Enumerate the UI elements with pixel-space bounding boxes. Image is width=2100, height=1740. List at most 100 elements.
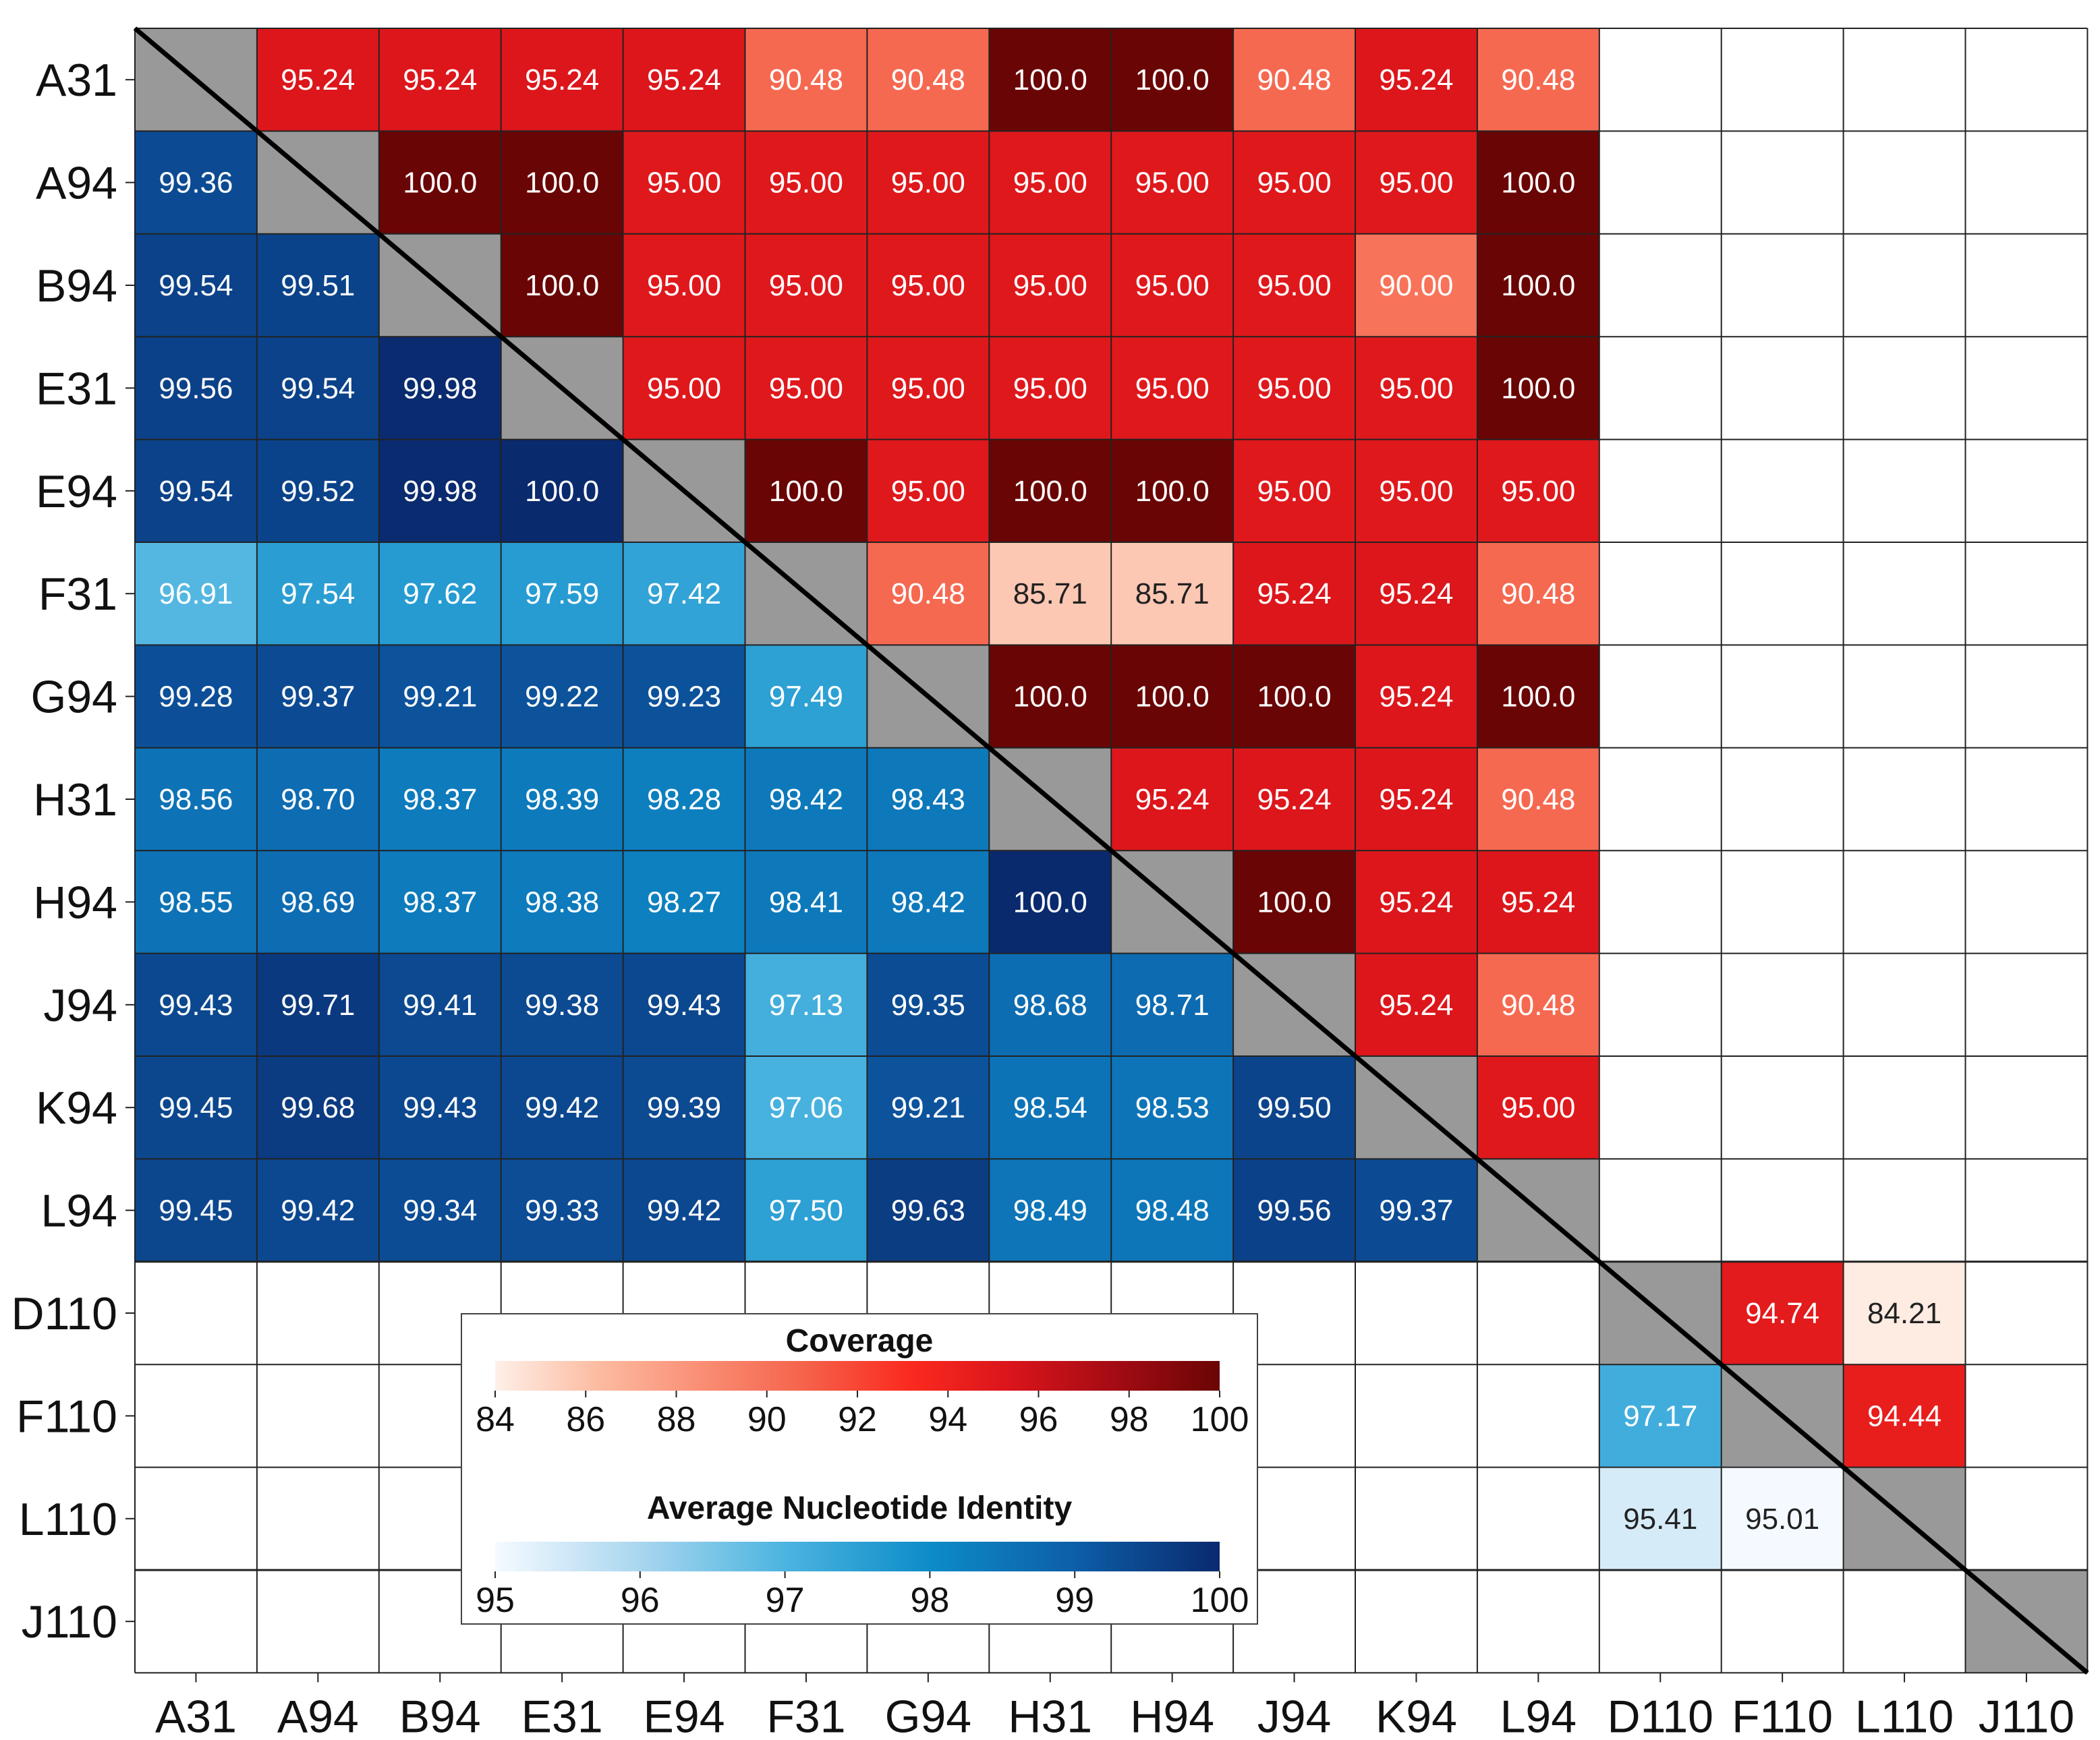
coverage-colorbar — [495, 1361, 1220, 1391]
cell-value-label: 99.56 — [1257, 1194, 1331, 1227]
cell-value-label: 95.24 — [1379, 63, 1453, 96]
cell-value-label: 98.37 — [403, 783, 477, 816]
ani-cell-L94-H31 — [989, 1159, 1112, 1262]
legend-tick-label: 86 — [566, 1400, 605, 1439]
cell-value-label: 99.43 — [403, 1091, 477, 1124]
cell-value-label: 98.28 — [647, 783, 721, 816]
coverage-cell-A94-H94 — [1111, 131, 1234, 234]
coverage-cell-F31-L94 — [1477, 542, 1599, 645]
cell-value-label: 100.0 — [525, 269, 599, 302]
coverage-cell-E94-L94 — [1477, 439, 1599, 542]
ani-cell-J94-H31 — [989, 953, 1112, 1056]
cell-value-label: 97.06 — [769, 1091, 843, 1124]
legend-tick-label: 97 — [766, 1581, 805, 1620]
legend-tick-label: 92 — [838, 1400, 877, 1439]
coverage-cell-E94-G94 — [867, 439, 990, 542]
legend-tick-label: 100 — [1191, 1400, 1249, 1439]
x-tick-label: F110 — [1732, 1691, 1833, 1740]
cell-value-label: 95.00 — [1379, 372, 1453, 405]
x-tick-label: G94 — [885, 1691, 972, 1740]
coverage-cell-A94-F31 — [745, 131, 868, 234]
coverage-cell-F31-H94 — [1111, 542, 1234, 645]
coverage-cell-A31-K94 — [1355, 28, 1477, 132]
coverage-cell-D110-F110 — [1721, 1261, 1844, 1365]
cell-value-label: 95.00 — [769, 372, 843, 405]
x-axis: A31 A94 B94 E31 E94 F31 G94 H31 H94 J94 K94 L94 D110… — [155, 1673, 2074, 1740]
cell-value-label: 95.00 — [891, 167, 965, 200]
cell-value-label: 98.70 — [281, 783, 355, 816]
y-tick-label: K94 — [36, 1082, 117, 1134]
cell-value-label: 99.45 — [159, 1091, 233, 1124]
cell-value-label: 100.0 — [1501, 372, 1575, 405]
cell-value-label: 100.0 — [525, 167, 599, 200]
cell-value-label: 94.74 — [1745, 1297, 1819, 1330]
cell-value-label: 99.35 — [891, 989, 965, 1022]
legend-tick-label: 96 — [1019, 1400, 1058, 1439]
cell-value-label: 99.52 — [281, 475, 355, 508]
cell-value-label: 99.42 — [525, 1091, 599, 1124]
ani-cell-H31-E94 — [623, 747, 745, 851]
coverage-cell-J94-K94 — [1355, 953, 1477, 1056]
cell-value-label: 98.27 — [647, 886, 721, 919]
ani-cell-F110-D110 — [1599, 1364, 1722, 1468]
cell-value-label: 98.43 — [891, 783, 965, 816]
cell-value-label: 97.59 — [525, 577, 599, 610]
coverage-cell-H94-K94 — [1355, 850, 1477, 954]
ani-cell-F31-A94 — [256, 542, 379, 645]
y-tick-label: D110 — [11, 1288, 117, 1339]
cell-value-label: 95.00 — [1257, 167, 1331, 200]
cell-value-label: 95.00 — [1379, 167, 1453, 200]
cell-value-label: 95.24 — [1379, 577, 1453, 610]
ani-cell-K94-G94 — [867, 1056, 990, 1159]
ani-cell-H94-E94 — [623, 850, 745, 954]
x-tick-label: J110 — [1979, 1691, 2074, 1740]
ani-cell-E94-B94 — [378, 439, 501, 542]
ani-cell-F31-A31 — [135, 542, 257, 645]
x-tick-label: E31 — [521, 1691, 603, 1740]
cell-value-label: 100.0 — [1013, 680, 1087, 714]
x-tick-label: A94 — [277, 1691, 359, 1740]
cell-value-label: 90.48 — [1501, 989, 1575, 1022]
legend-box — [461, 1313, 1258, 1625]
cell-value-label: 90.48 — [1501, 783, 1575, 816]
coverage-cell-A31-F31 — [745, 28, 868, 132]
y-tick-label: B94 — [36, 260, 117, 312]
cell-value-label: 90.48 — [891, 577, 965, 610]
cell-value-label: 99.54 — [159, 269, 233, 302]
diagonal-line — [133, 26, 2089, 1675]
ani-cell-K94-A31 — [135, 1056, 257, 1159]
ani-cell-L94-B94 — [378, 1159, 501, 1262]
coverage-cell-B94-K94 — [1355, 233, 1477, 337]
cell-value-label: 95.00 — [891, 475, 965, 508]
coverage-cell-B94-H31 — [989, 233, 1112, 337]
y-tick-label: A94 — [36, 158, 117, 209]
cell-value-label: 95.24 — [281, 63, 355, 96]
ani-cell-G94-E31 — [501, 645, 623, 748]
cell-value-label: 95.00 — [647, 167, 721, 200]
coverage-cell-A31-L94 — [1477, 28, 1599, 132]
coverage-cell-E31-J94 — [1233, 337, 1355, 440]
cell-value-label: 99.28 — [159, 680, 233, 714]
cell-value-label: 99.36 — [159, 167, 233, 200]
coverage-cell-H31-J94 — [1233, 747, 1355, 851]
cell-value-label: 98.71 — [1135, 989, 1210, 1022]
cell-value-label: 90.48 — [1257, 63, 1331, 96]
cell-value-label: 99.54 — [159, 475, 233, 508]
coverage-cell-A31-G94 — [867, 28, 990, 132]
y-tick-label: H31 — [33, 774, 117, 825]
cell-value-label: 95.00 — [1257, 372, 1331, 405]
cell-value-label: 98.38 — [525, 886, 599, 919]
coverage-cell-G94-H31 — [989, 645, 1112, 748]
ani-cell-H31-A31 — [135, 747, 257, 851]
cell-value-label: 95.00 — [769, 269, 843, 302]
cell-value-label: 95.24 — [1257, 577, 1331, 610]
cell-value-label: 99.56 — [159, 372, 233, 405]
cell-value-label: 99.42 — [647, 1194, 721, 1227]
x-tick-label: J94 — [1257, 1691, 1332, 1740]
cell-value-label: 95.00 — [1013, 167, 1087, 200]
coverage-cell-B94-G94 — [867, 233, 990, 337]
ani-cell-F31-E31 — [501, 542, 623, 645]
cell-value-label: 85.71 — [1135, 577, 1210, 610]
cell-value-label: 99.37 — [1379, 1194, 1453, 1227]
